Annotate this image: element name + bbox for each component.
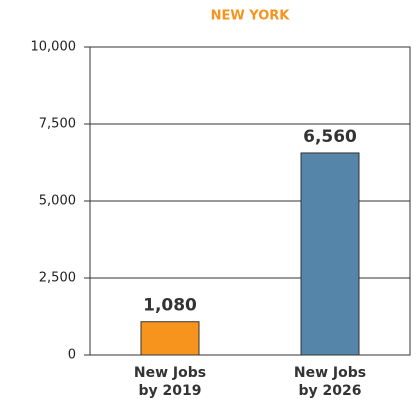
value-label: 1,080 [143, 296, 197, 316]
bar [300, 152, 360, 356]
y-tick-label: 5,000 [39, 194, 76, 209]
x-tick-label: New Jobs by 2019 [134, 365, 206, 399]
x-tick-label: New Jobs by 2026 [294, 365, 366, 399]
chart-title: NEW YORK [211, 9, 291, 24]
value-label: 6,560 [303, 127, 357, 147]
y-tick-label: 2,500 [39, 271, 76, 286]
y-tick-label: 10,000 [31, 40, 77, 55]
y-tick-label: 0 [68, 348, 76, 363]
y-tick-label: 7,500 [39, 117, 76, 132]
bar [140, 321, 200, 356]
